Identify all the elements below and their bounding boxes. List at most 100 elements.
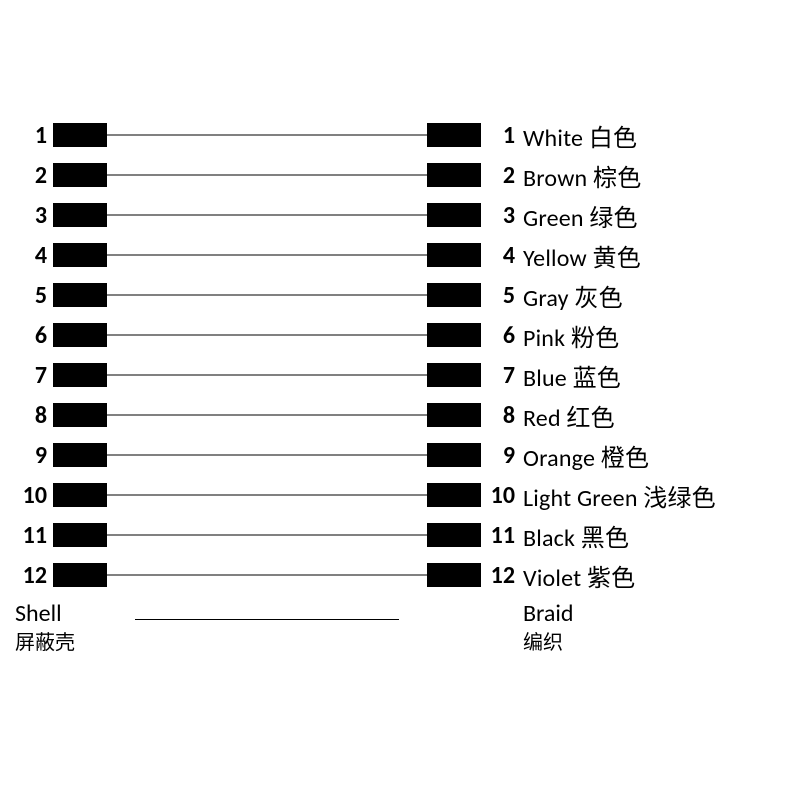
pin-right-block [427, 203, 481, 227]
pin-row: 11 11 Black 黑色 [15, 515, 785, 555]
pin-right-block [427, 363, 481, 387]
pin-wire-cell [107, 443, 427, 467]
pin-right-block [427, 243, 481, 267]
pin-row: 66Pink 粉色 [15, 315, 785, 355]
shield-left-en: Shell [15, 599, 107, 628]
pin-row: 1010Light Green 浅绿色 [15, 475, 785, 515]
pin-right-block [427, 523, 481, 547]
pin-wire [107, 295, 427, 296]
pin-color-en: Pink [523, 324, 565, 353]
pin-left-number: 2 [15, 161, 53, 190]
shield-right-label: Braid 编织 [515, 599, 574, 655]
pin-color-label: Yellow 黄色 [515, 238, 641, 273]
pin-left-number: 3 [15, 201, 53, 230]
pin-right-number: 1 [481, 121, 515, 150]
pin-left-block [53, 403, 107, 427]
pin-row: 3 3 Green 绿色 [15, 195, 785, 235]
pin-left-block [53, 323, 107, 347]
pin-right-number: 7 [481, 361, 515, 390]
pin-left-block [53, 243, 107, 267]
pin-color-en: Light Green [523, 484, 638, 513]
pin-color-cn: 黄色 [593, 244, 641, 273]
pin-color-label: Violet 紫色 [515, 558, 635, 593]
pin-right-block [427, 403, 481, 427]
pin-wire [107, 455, 427, 456]
pin-color-en: Red [523, 404, 561, 433]
pin-row: 1212Violet 紫色 [15, 555, 785, 595]
pin-row: 22Brown 棕色 [15, 155, 785, 195]
shield-row: Shell 屏蔽壳 Braid 编织 [15, 599, 785, 655]
pin-color-en: Brown [523, 164, 587, 193]
pin-right-number: 3 [481, 201, 515, 230]
pin-right-block [427, 283, 481, 307]
pin-color-label: White 白色 [515, 118, 637, 153]
pin-color-label: Orange 橙色 [515, 438, 649, 473]
pin-color-label: Gray 灰色 [515, 278, 623, 313]
pin-color-en: White [523, 124, 583, 153]
pin-right-block [427, 323, 481, 347]
pin-color-cn: 紫色 [587, 564, 635, 593]
pin-left-number: 6 [15, 321, 53, 350]
pin-color-cn: 蓝色 [573, 364, 621, 393]
pin-left-number: 8 [15, 401, 53, 430]
pin-right-number: 5 [481, 281, 515, 310]
pin-wire [107, 535, 427, 536]
pin-wire [107, 575, 427, 576]
pin-right-block [427, 443, 481, 467]
pin-wire [107, 335, 427, 336]
pin-color-en: Orange [523, 444, 595, 473]
pin-wire [107, 215, 427, 216]
pin-left-block [53, 563, 107, 587]
pin-wire-cell [107, 523, 427, 547]
pin-left-number: 11 [15, 521, 53, 550]
pin-row: 77Blue 蓝色 [15, 355, 785, 395]
pin-wire-cell [107, 403, 427, 427]
pin-wire-cell [107, 323, 427, 347]
pin-wire-cell [107, 243, 427, 267]
pin-color-cn: 灰色 [574, 284, 622, 313]
pin-color-cn: 红色 [566, 404, 614, 433]
pin-left-block [53, 483, 107, 507]
pin-color-cn: 黑色 [581, 524, 629, 553]
pin-left-number: 5 [15, 281, 53, 310]
pin-right-number: 11 [481, 521, 515, 550]
pin-color-label: Blue 蓝色 [515, 358, 621, 393]
pin-color-en: Green [523, 204, 584, 233]
pin-color-label: Pink 粉色 [515, 318, 619, 353]
pin-left-block [53, 163, 107, 187]
pin-wire-cell [107, 203, 427, 227]
pin-right-number: 9 [481, 441, 515, 470]
pin-wire [107, 415, 427, 416]
pin-color-label: Brown 棕色 [515, 158, 641, 193]
shield-wire [135, 619, 399, 620]
pin-wire-cell [107, 283, 427, 307]
pin-wire [107, 375, 427, 376]
pin-row: 44Yellow 黄色 [15, 235, 785, 275]
pin-color-cn: 棕色 [593, 164, 641, 193]
pin-left-number: 1 [15, 121, 53, 150]
pin-left-number: 10 [15, 481, 53, 510]
pin-left-number: 9 [15, 441, 53, 470]
pin-right-block [427, 163, 481, 187]
pin-color-label: Red 红色 [515, 398, 615, 433]
shield-right-cn: 编织 [523, 626, 574, 655]
pin-color-cn: 粉色 [571, 324, 619, 353]
pin-left-block [53, 123, 107, 147]
shield-left-label: Shell 屏蔽壳 [15, 599, 107, 655]
pin-right-number: 2 [481, 161, 515, 190]
pin-left-block [53, 203, 107, 227]
pin-right-number: 6 [481, 321, 515, 350]
pin-right-block [427, 123, 481, 147]
pin-color-en: Yellow [523, 244, 587, 273]
pin-wire [107, 495, 427, 496]
pin-rows: 11White 白色22Brown 棕色33Green 绿色44Yellow 黄… [15, 115, 785, 595]
pin-right-block [427, 563, 481, 587]
pin-color-en: Black [523, 524, 575, 553]
shield-left-cn: 屏蔽壳 [15, 626, 107, 655]
shield-right-en: Braid [523, 599, 574, 628]
pin-right-number: 4 [481, 241, 515, 270]
pin-color-cn: 绿色 [589, 204, 637, 233]
pin-color-cn: 白色 [589, 124, 637, 153]
pin-left-block [53, 523, 107, 547]
pin-color-en: Gray [523, 284, 569, 313]
